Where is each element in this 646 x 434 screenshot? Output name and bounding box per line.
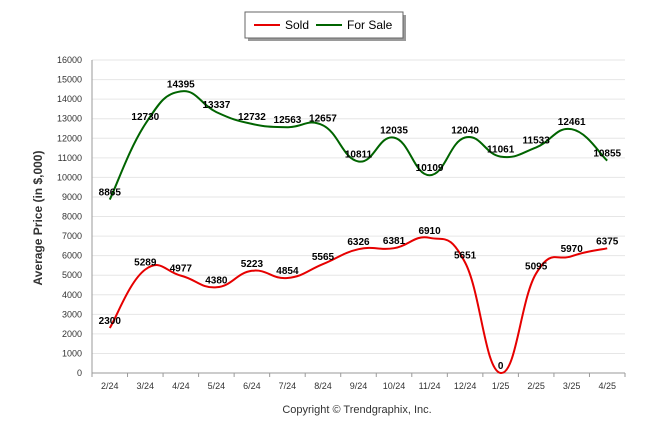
data-label-for-sale: 12040 [451,125,479,136]
data-label-sold: 6326 [347,237,370,248]
x-tick-label: 4/24 [172,381,190,391]
y-tick-label: 7000 [62,231,82,241]
data-label-for-sale: 12732 [238,112,266,123]
x-axis-ticks: 2/24 3/24 4/24 5/24 6/24 7/24 8/24 9/24 10/24 11/… [91,373,626,391]
data-label-sold: 5289 [134,258,157,269]
y-tick-label: 6000 [62,251,82,261]
copyright-footer: Copyright © Trendgraphix, Inc. [282,404,431,416]
legend: Sold For Sale [244,11,406,41]
data-label-for-sale: 12563 [274,115,302,126]
data-label-for-sale: 14395 [167,79,195,90]
data-label-for-sale: 10811 [345,150,373,161]
x-tick-label: 7/24 [279,381,297,391]
series-lines [108,90,608,374]
data-label-for-sale: 13337 [202,100,230,111]
y-tick-label: 13000 [57,114,82,124]
data-label-for-sale: 12657 [309,113,337,124]
legend-label-sold: Sold [285,18,309,32]
y-tick-label: 1000 [62,348,82,358]
x-tick-label: 4/25 [598,381,616,391]
x-tick-label: 2/24 [101,381,119,391]
legend-label-for-sale: For Sale [347,18,393,32]
data-label-for-sale: 12035 [380,126,408,137]
data-label-for-sale: 12730 [131,112,159,123]
y-tick-label: 16000 [57,55,82,65]
y-tick-label: 3000 [62,309,82,319]
data-label-sold: 6381 [383,236,406,247]
data-label-sold: 6375 [596,236,619,247]
y-axis-ticks: 0 1000 2000 3000 4000 5000 6000 7000 8000 9000 100… [57,55,82,378]
x-tick-label: 11/24 [419,381,441,391]
x-tick-label: 3/24 [137,381,155,391]
grid [91,59,625,377]
y-tick-label: 12000 [57,133,82,143]
x-tick-label: 10/24 [383,381,406,391]
y-tick-label: 2000 [62,329,82,339]
data-label-for-sale: 11061 [487,145,515,156]
x-tick-label: 12/24 [454,381,477,391]
y-tick-label: 11000 [58,153,82,163]
data-label-sold: 5565 [312,252,335,263]
y-tick-label: 0 [77,368,82,378]
y-axis-label: Average Price (in $,000) [31,151,45,286]
y-tick-label: 5000 [62,270,82,280]
data-labels: 2300 5289 4977 4380 5223 4854 5565 6326 6381 6910… [99,79,622,372]
data-label-sold: 5970 [561,244,584,255]
y-tick-label: 10000 [57,172,82,182]
x-tick-label: 1/25 [492,381,510,391]
x-tick-label: 5/24 [208,381,226,391]
data-label-sold: 6910 [418,226,441,237]
y-tick-label: 8000 [62,212,82,222]
x-tick-label: 2/25 [527,381,545,391]
y-tick-label: 4000 [62,290,82,300]
data-label-for-sale: 8865 [99,188,122,199]
data-label-for-sale: 12461 [558,117,586,128]
x-tick-label: 6/24 [243,381,261,391]
data-label-sold: 4854 [276,266,299,277]
data-label-sold: 5651 [454,250,477,261]
data-label-sold: 0 [498,361,504,372]
data-label-for-sale: 11533 [523,135,551,146]
data-label-sold: 4977 [170,264,193,275]
y-tick-label: 9000 [62,192,82,202]
data-label-sold: 5223 [241,259,264,270]
series-line-sold [108,236,608,374]
data-label-for-sale: 10109 [416,163,444,174]
x-tick-label: 3/25 [563,381,581,391]
data-label-sold: 2300 [99,316,122,327]
x-tick-label: 9/24 [350,381,368,391]
data-label-sold: 5095 [525,261,548,272]
x-tick-label: 8/24 [314,381,332,391]
data-label-for-sale: 10855 [593,149,621,160]
series-line-for-sale [108,90,608,201]
data-label-sold: 4380 [205,275,228,286]
y-tick-label: 14000 [57,94,82,104]
y-tick-label: 15000 [57,75,82,85]
